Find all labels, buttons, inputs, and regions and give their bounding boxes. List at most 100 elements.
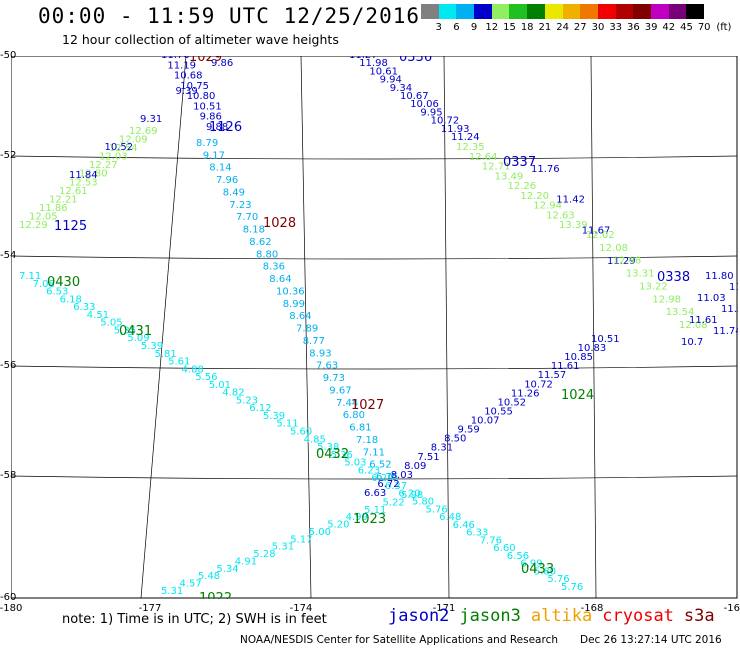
wave-height-value: 9.94 (380, 75, 402, 86)
wave-height-value: 6.23 (358, 465, 380, 476)
wave-height-value: 12.64 (469, 152, 498, 163)
wave-height-value: 11.98 (359, 58, 388, 69)
wave-height-value: 8.93 (309, 348, 331, 359)
legend-altika: altika (530, 606, 593, 626)
parallel-gridline (11, 365, 738, 370)
legend-jason3: jason3 (459, 606, 521, 626)
wave-height-value: 12.03 (99, 152, 128, 163)
track-time-label: 1027 (351, 398, 384, 413)
wave-height-value: 11.57 (538, 370, 567, 381)
wave-height-value: 13.31 (626, 269, 655, 280)
wave-height-value: 5.11 (276, 419, 298, 430)
wave-height-value: 6.37 (385, 481, 407, 492)
wave-height-value: 8.14 (209, 163, 231, 174)
wave-height-value: 11.29 (607, 256, 636, 267)
wave-height-value: 9.34 (390, 83, 412, 94)
wave-height-value: 5.81 (155, 349, 177, 360)
wave-height-value: 12.53 (69, 177, 98, 188)
track-time-label: 1029 (189, 56, 222, 65)
wave-height-value: 6.99 (520, 559, 542, 570)
wave-height-value: 5.80 (534, 567, 556, 578)
track-time-label: 1022 (199, 591, 232, 599)
wave-height-value: 11.74 (737, 260, 738, 271)
wave-height-value: 12.02 (586, 230, 615, 241)
wave-height-value: 5.22 (383, 497, 405, 508)
wave-height-value: 6.53 (46, 287, 68, 298)
track-time-label: 1126 (209, 120, 242, 135)
wave-height-value: 8.79 (196, 138, 218, 149)
colorbar-swatch (509, 4, 528, 19)
track-time-label: 0432 (316, 447, 349, 462)
wave-height-value: 11.26 (511, 388, 540, 399)
colorbar-swatch (686, 4, 704, 19)
wave-height-value: 12.21 (49, 194, 78, 205)
latitude-label: -54 (0, 250, 17, 261)
legend-cryosat: cryosat (602, 606, 674, 626)
wave-height-value: 6.52 (369, 460, 391, 471)
wave-height-value: 6.48 (439, 512, 461, 523)
colorbar-label: 18 (520, 22, 534, 33)
wave-height-value: 7.63 (316, 361, 338, 372)
wave-height-value: 8.31 (431, 443, 453, 454)
wave-height-value: 5.35 (114, 325, 136, 336)
wave-height-value: 9.86 (211, 58, 233, 69)
wave-height-value: 8.03 (391, 470, 413, 481)
wave-height-value: 5.20 (327, 520, 349, 531)
wave-height-value: 8.62 (249, 237, 271, 248)
credit-text: NOAA/NESDIS Center for Satellite Applica… (240, 634, 558, 646)
wave-height-value: 12.68 (613, 256, 642, 267)
wave-height-value: 6.75 (376, 472, 398, 483)
wave-height-value: 12.09 (119, 135, 148, 146)
wave-height-value: 5.34 (216, 564, 238, 575)
track-time-label: 1125 (54, 219, 87, 234)
wave-height-value: 5.98 (401, 490, 423, 501)
wave-height-value: 5.76 (561, 582, 583, 593)
wave-height-value: 12.08 (599, 243, 628, 254)
wave-height-value: 9.17 (203, 150, 225, 161)
wave-height-value: 5.36 (331, 450, 353, 461)
wave-height-value: 9.39 (176, 86, 198, 97)
meridian-gridline (140, 56, 187, 599)
wave-height-value: 5.28 (253, 549, 275, 560)
track-time-label: 0336 (399, 56, 432, 65)
wave-height-value: 5.03 (344, 458, 366, 469)
wave-height-value: 8.64 (269, 274, 291, 285)
wave-height-value: 8.49 (223, 188, 245, 199)
wave-height-value: 11.24 (451, 132, 480, 143)
longitude-label: -177 (138, 603, 162, 614)
wave-height-value: 9.31 (140, 114, 162, 125)
parallel-gridline (11, 255, 738, 260)
wave-height-value: 10.72 (524, 379, 553, 390)
colorbar-swatch (544, 4, 563, 19)
wave-height-value: 12.94 (533, 201, 562, 212)
colorbar-label: 24 (556, 22, 569, 33)
wave-height-value: 6.72 (377, 479, 399, 490)
wave-height-value: 6.46 (453, 520, 475, 531)
wave-height-value: 10.80 (187, 91, 216, 102)
wave-height-value: 13.49 (495, 171, 524, 182)
wave-height-value: 5.00 (309, 527, 331, 538)
wave-height-value: 10.52 (105, 142, 134, 153)
wave-height-value: 12.27 (89, 160, 118, 171)
wave-height-value: 10.7 (681, 337, 703, 348)
wave-height-value: 5.60 (290, 427, 312, 438)
wave-height-value: 13.39 (559, 220, 588, 231)
wave-height-value: 12.80 (79, 169, 108, 180)
colorbar-swatch (421, 4, 439, 19)
wave-height-value: 12.08 (679, 320, 708, 331)
wave-height-value: 11.76 (531, 164, 560, 175)
colorbar-swatch (615, 4, 634, 19)
colorbar-label: 42 (662, 22, 676, 33)
wave-height-value: 5.17 (290, 534, 312, 545)
map-subtitle: 12 hour collection of altimeter wave hei… (62, 32, 339, 47)
wave-height-value: 12.61 (59, 186, 88, 197)
wave-height-value: 12.71 (482, 162, 511, 173)
wave-height-value: 12.35 (456, 142, 485, 153)
wave-height-value: 11.03 (697, 293, 726, 304)
wave-height-value: 9.88 (206, 122, 228, 133)
wave-height-value: 5.80 (412, 497, 434, 508)
wave-height-value: 11.93 (441, 124, 470, 135)
colorbar-swatch (668, 4, 687, 19)
wave-height-value: 5.39 (141, 341, 163, 352)
colorbar-swatch (650, 4, 669, 19)
